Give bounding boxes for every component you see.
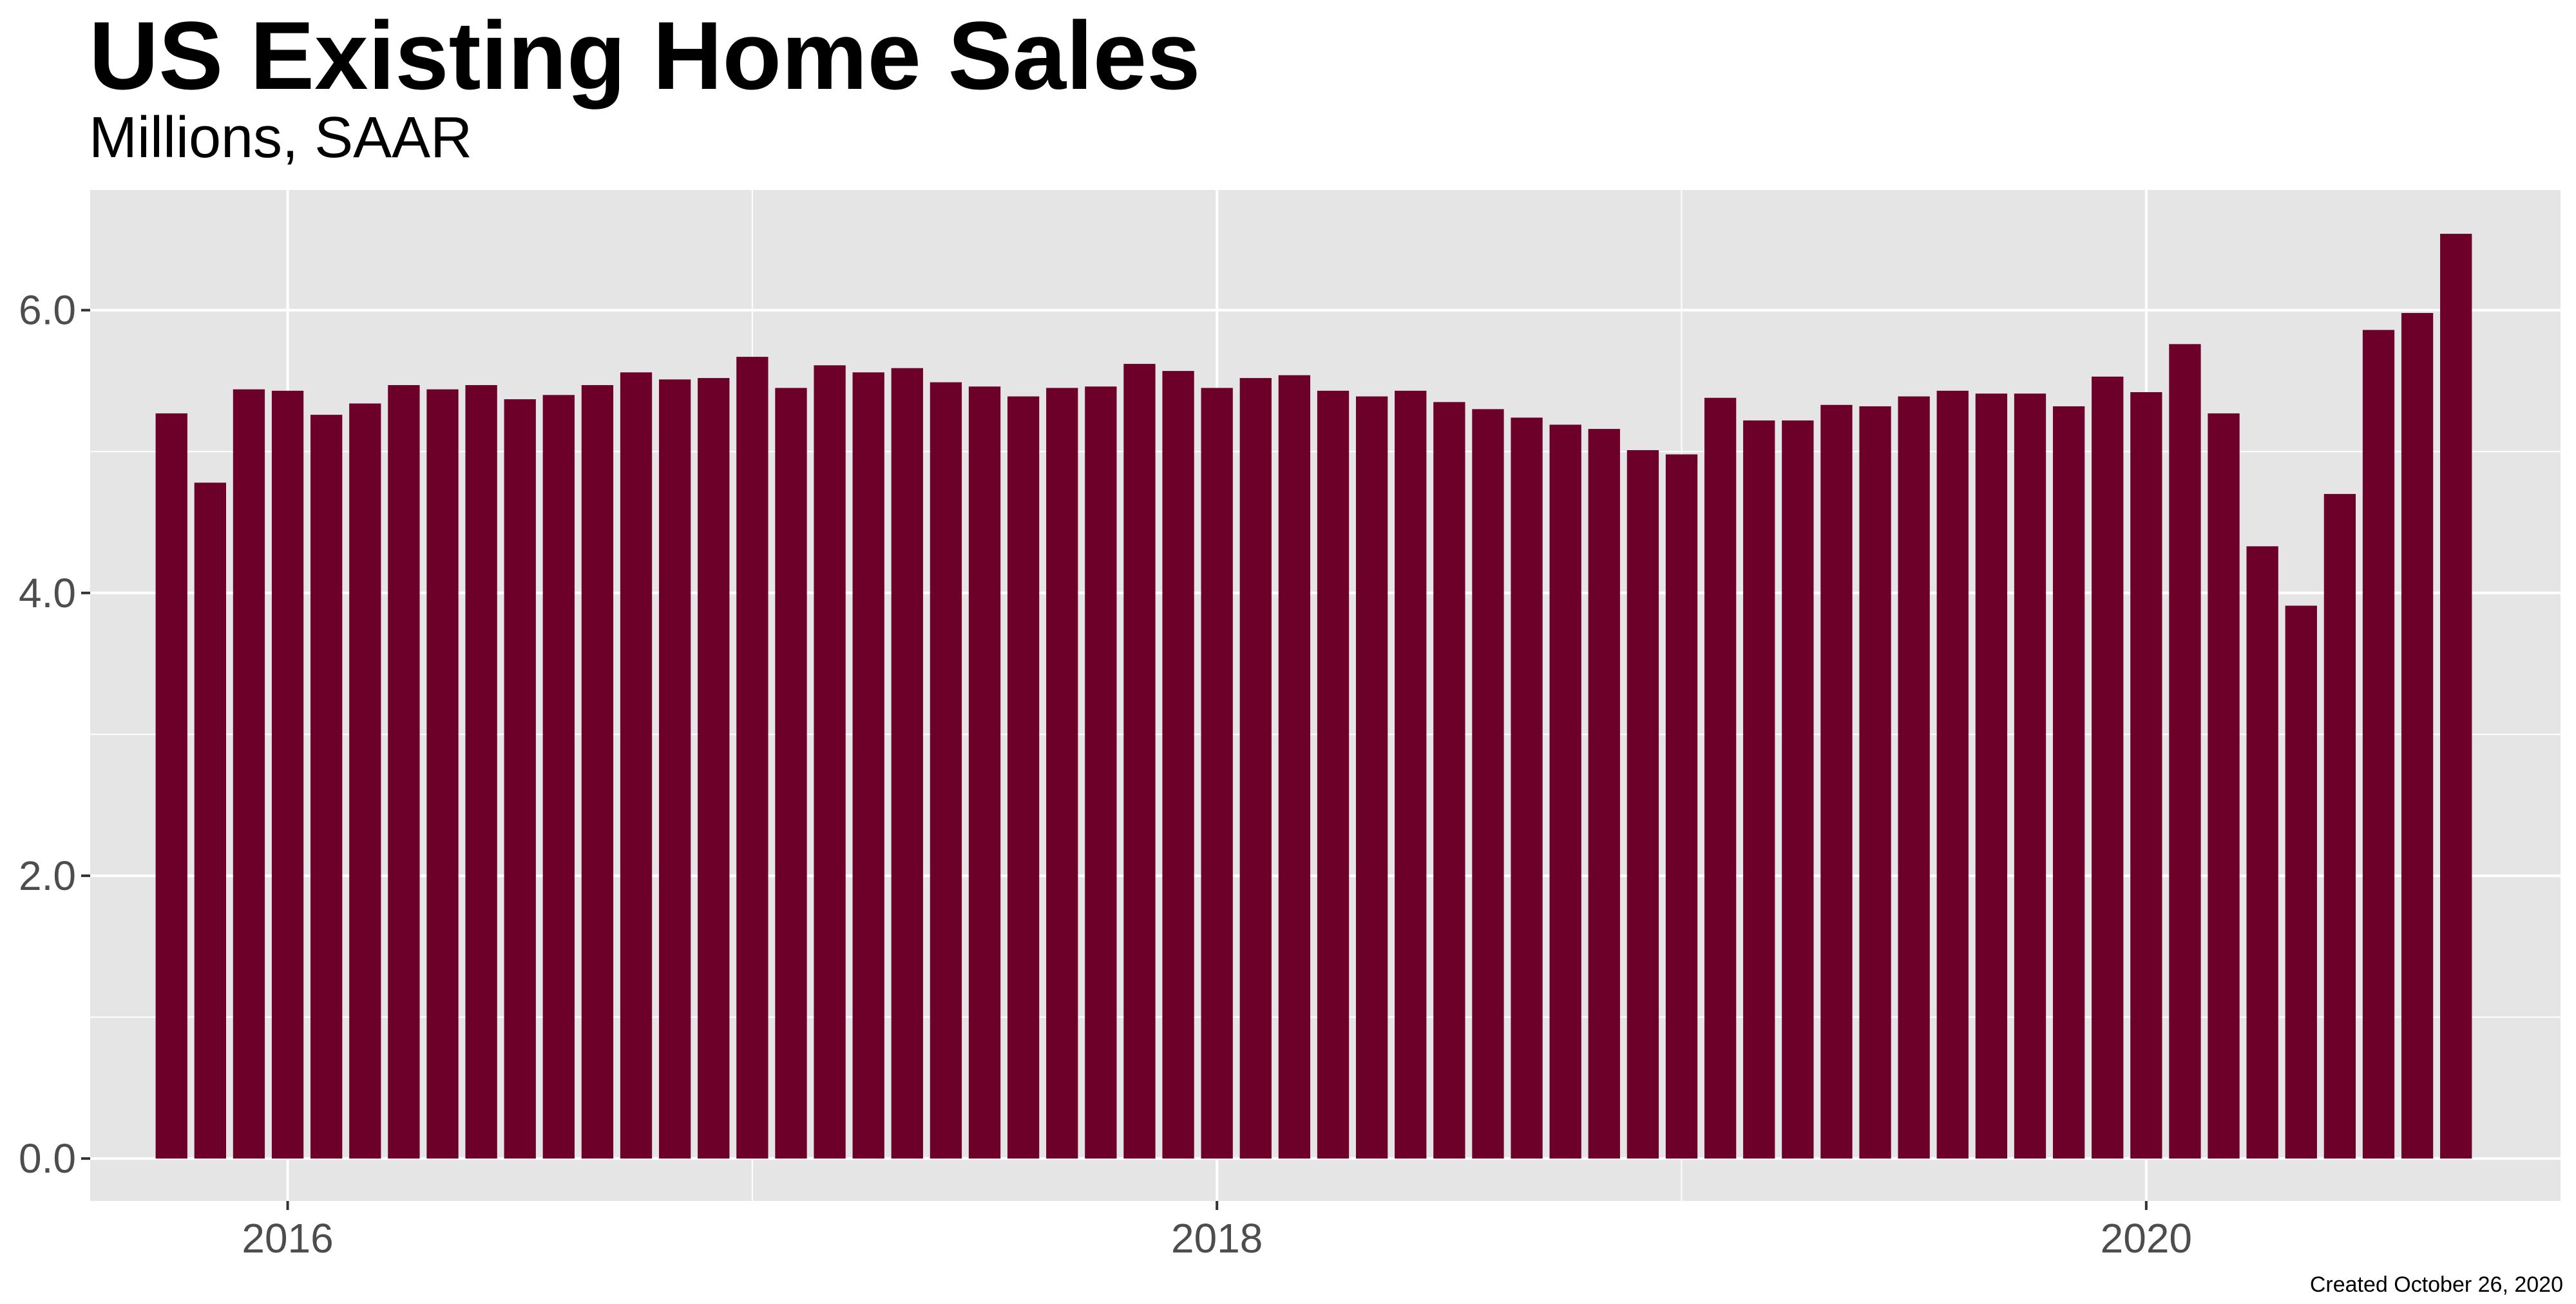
x-tick-label: 2020 xyxy=(2101,1215,2192,1261)
bar xyxy=(698,378,730,1159)
bar xyxy=(2323,494,2356,1159)
y-axis: 0.0 2.0 4.0 6.0 xyxy=(19,287,90,1182)
bar xyxy=(1743,420,1775,1159)
created-caption: Created October 26, 2020 xyxy=(2309,1272,2563,1297)
bar xyxy=(1859,406,1891,1159)
bar xyxy=(349,403,381,1159)
bar xyxy=(1046,388,1078,1159)
y-tick-label: 4.0 xyxy=(19,570,76,616)
bar xyxy=(1588,429,1620,1159)
bar xyxy=(2285,605,2317,1159)
bar xyxy=(2052,406,2085,1159)
y-tick-label: 0.0 xyxy=(19,1135,76,1182)
bars xyxy=(155,234,2472,1159)
bar xyxy=(2130,392,2162,1159)
bar xyxy=(426,389,459,1159)
bar xyxy=(2014,393,2046,1159)
bar xyxy=(581,385,614,1159)
bar xyxy=(1627,450,1659,1159)
bar xyxy=(930,382,962,1159)
bar xyxy=(1433,402,1465,1159)
bar xyxy=(271,390,304,1159)
bar xyxy=(1395,390,1427,1159)
bar xyxy=(1549,424,1581,1159)
bar xyxy=(233,389,265,1159)
x-tick-label: 2016 xyxy=(242,1215,333,1261)
bar xyxy=(465,385,497,1159)
y-tick-label: 2.0 xyxy=(19,853,76,899)
x-axis: 2016 2018 2020 xyxy=(242,1201,2192,1261)
bar xyxy=(814,365,846,1159)
bar xyxy=(1201,388,1233,1159)
bar xyxy=(155,413,187,1159)
bar xyxy=(2362,330,2395,1159)
bar xyxy=(1317,390,1350,1159)
bar xyxy=(1007,396,1040,1159)
bar xyxy=(659,379,691,1159)
chart-title: US Existing Home Sales xyxy=(89,1,1201,109)
bar xyxy=(968,386,1001,1159)
bar xyxy=(1355,396,1388,1159)
bar xyxy=(1665,454,1698,1159)
bar xyxy=(2440,234,2472,1159)
bar xyxy=(2169,344,2201,1159)
bar xyxy=(891,368,923,1159)
bar xyxy=(1278,375,1311,1159)
bar xyxy=(542,395,575,1159)
bar xyxy=(2092,376,2124,1159)
bar xyxy=(504,399,536,1159)
bar xyxy=(775,388,807,1159)
bar xyxy=(1898,396,1930,1159)
bar xyxy=(736,357,768,1159)
y-tick-label: 6.0 xyxy=(19,287,76,334)
bar xyxy=(1782,420,1814,1159)
bar xyxy=(194,482,226,1159)
bar xyxy=(1472,409,1504,1159)
bar xyxy=(1704,397,1737,1159)
bar xyxy=(388,385,420,1159)
chart-subtitle: Millions, SAAR xyxy=(89,106,473,170)
bar xyxy=(1162,371,1194,1159)
bar xyxy=(1820,404,1853,1159)
bar xyxy=(2246,546,2278,1159)
bar xyxy=(2208,413,2240,1159)
bar xyxy=(620,372,653,1159)
bar xyxy=(2401,313,2434,1159)
bar xyxy=(1123,364,1156,1159)
bar xyxy=(1936,390,1969,1159)
bar xyxy=(852,372,884,1159)
bar xyxy=(1511,417,1543,1159)
x-tick-label: 2018 xyxy=(1171,1215,1263,1261)
bar xyxy=(310,415,343,1159)
bar xyxy=(1975,393,2008,1159)
bar xyxy=(1239,378,1272,1159)
bar xyxy=(1085,386,1117,1159)
